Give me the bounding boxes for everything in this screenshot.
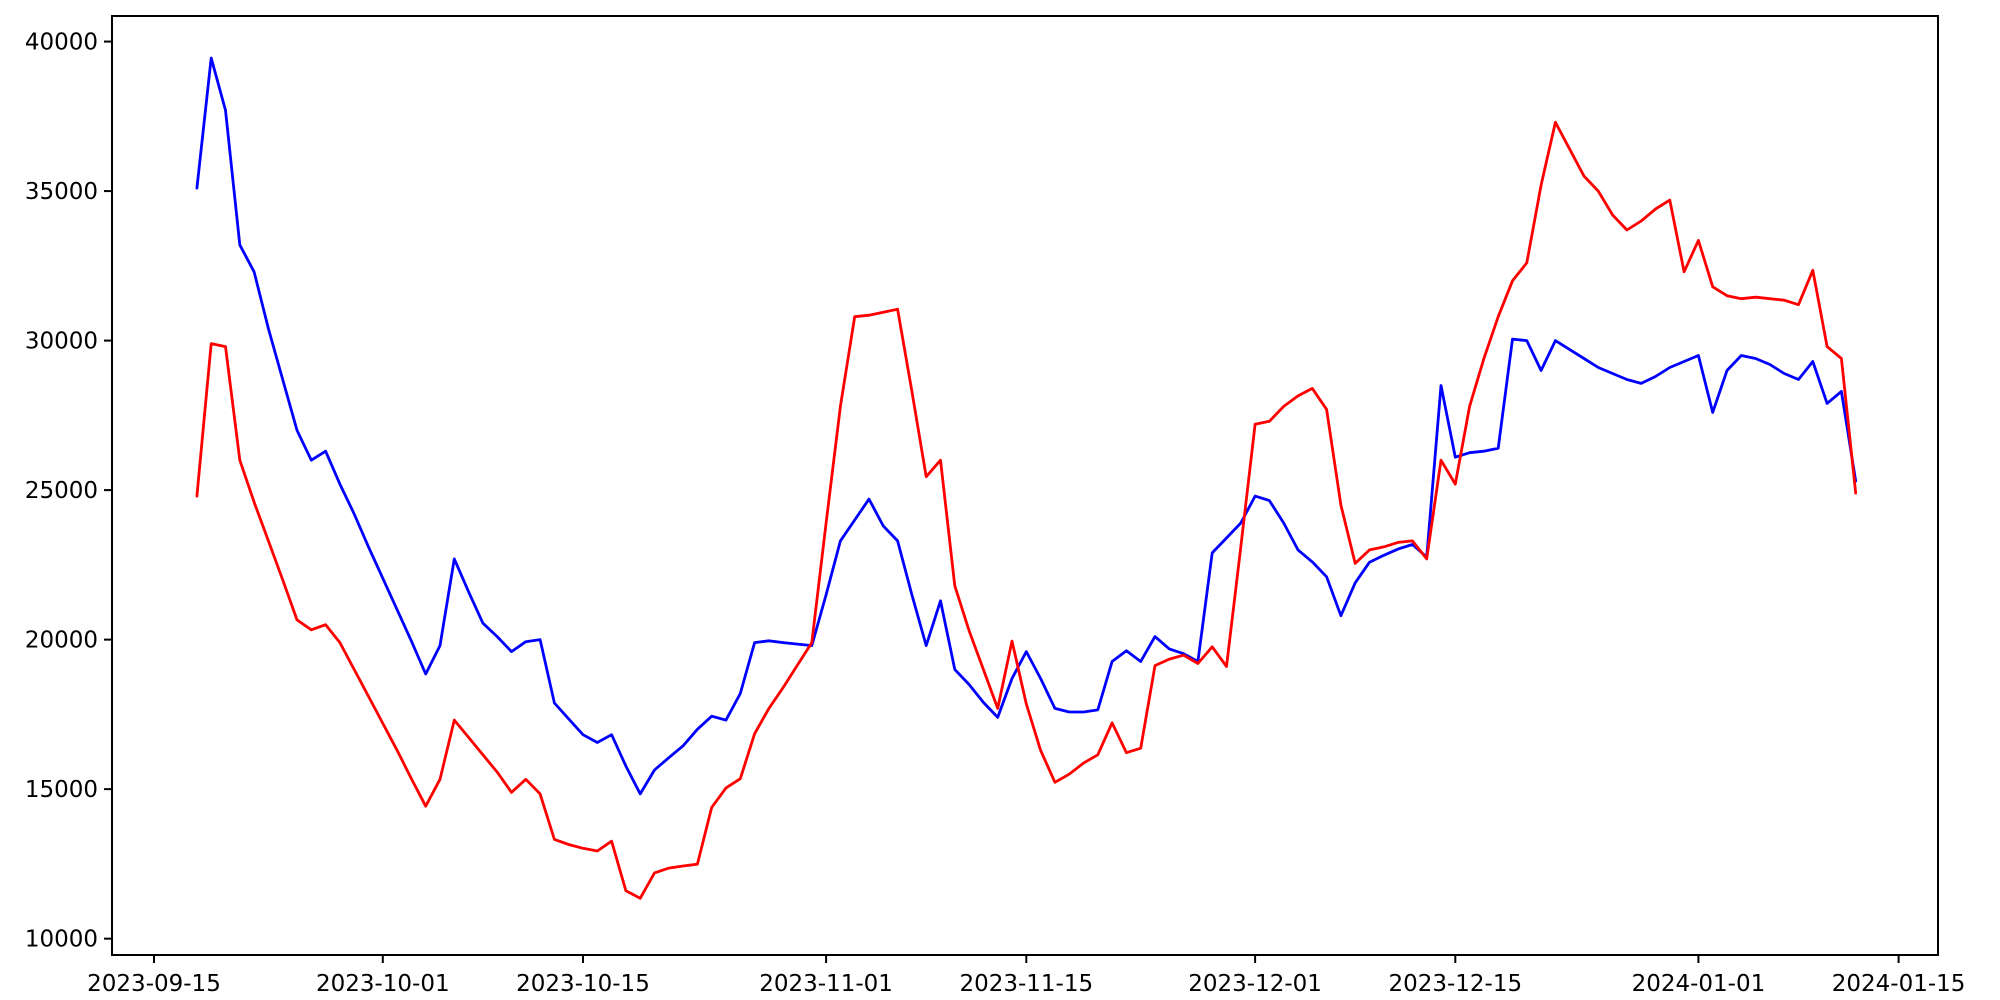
x-tick-label: 2023-11-01 xyxy=(759,971,893,997)
x-tick-label: 2023-10-01 xyxy=(316,971,450,997)
y-tick-label: 30000 xyxy=(25,329,98,355)
y-tick-label: 15000 xyxy=(25,777,98,803)
x-tick-label: 2023-12-15 xyxy=(1388,971,1522,997)
red-series-line xyxy=(195,120,1858,900)
y-tick-label: 40000 xyxy=(25,30,98,56)
y-tick-label: 35000 xyxy=(25,179,98,205)
plot-border xyxy=(111,15,1939,956)
y-tick-label: 10000 xyxy=(25,927,98,953)
y-tick-label: 20000 xyxy=(25,628,98,654)
y-tick-label: 25000 xyxy=(25,478,98,504)
x-tick-label: 2023-12-01 xyxy=(1188,971,1322,997)
x-tick-label: 2024-01-01 xyxy=(1632,971,1766,997)
x-tick-label: 2023-09-15 xyxy=(87,971,221,997)
blue-series-line xyxy=(195,56,1858,796)
x-tick-label: 2023-11-15 xyxy=(959,971,1093,997)
x-tick-label: 2023-10-15 xyxy=(516,971,650,997)
x-tick-label: 2024-01-15 xyxy=(1832,971,1966,997)
